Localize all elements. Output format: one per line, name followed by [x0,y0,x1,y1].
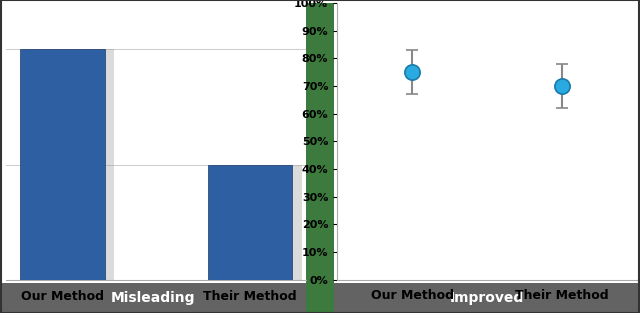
Text: Misleading: Misleading [111,291,195,305]
Title: Prediction Accuracy: Prediction Accuracy [402,0,572,1]
Bar [20,49,104,313]
Bar [29,49,114,280]
Title: Prediction Accuracy: Prediction Accuracy [71,0,241,1]
Text: Improved: Improved [450,291,524,305]
Bar [208,165,292,313]
Bar [217,165,301,280]
